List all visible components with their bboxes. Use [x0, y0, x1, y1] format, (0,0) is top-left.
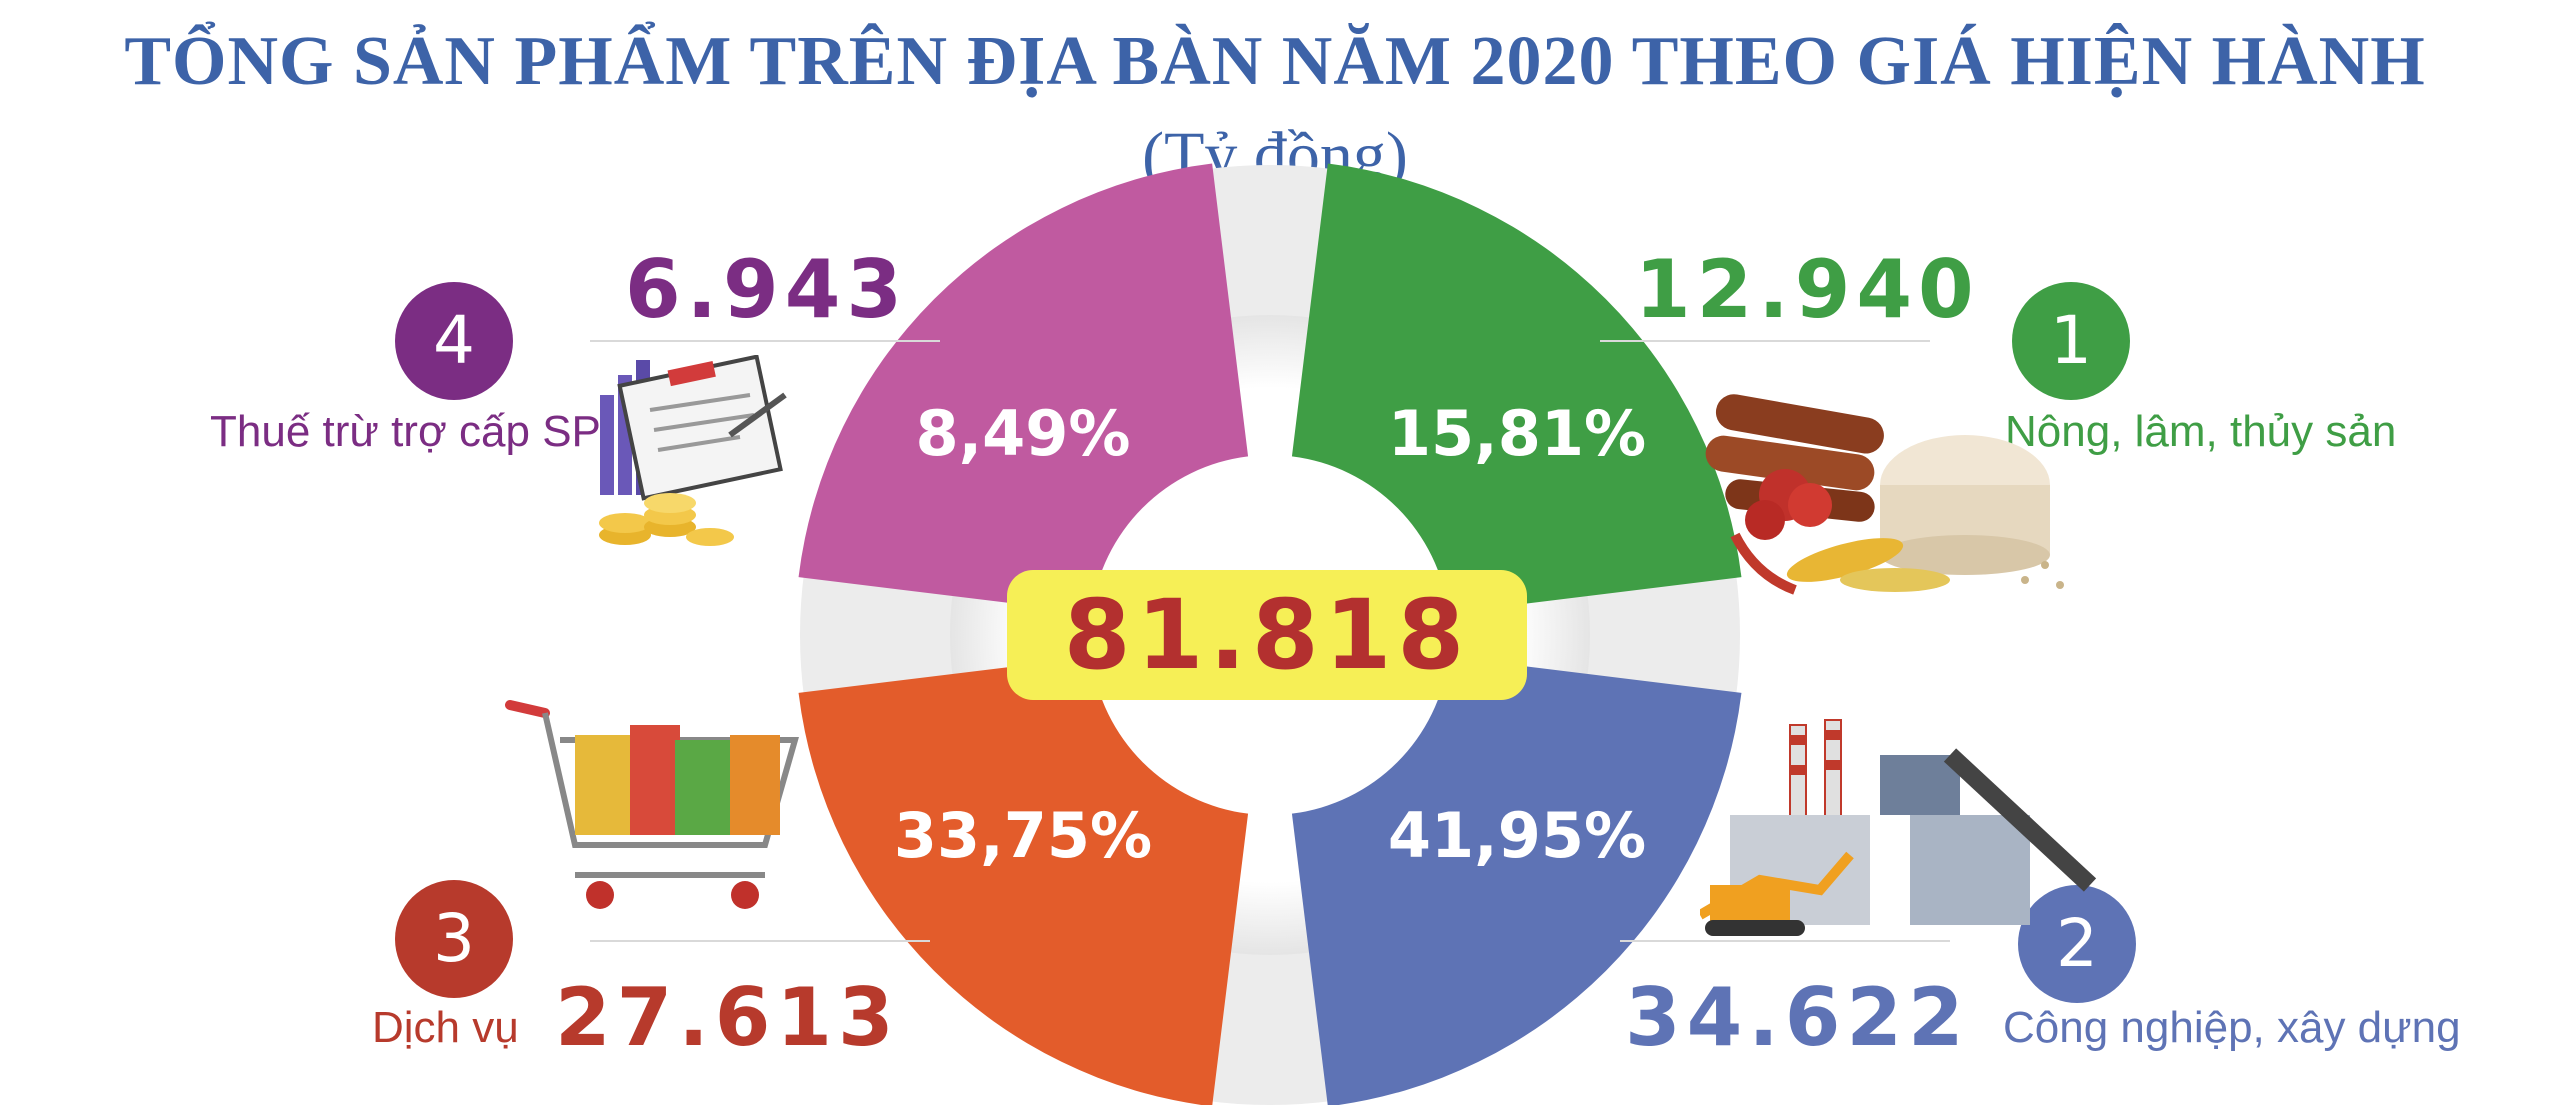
chart-title: TỔNG SẢN PHẨM TRÊN ĐỊA BÀN NĂM 2020 THEO… — [124, 23, 2426, 100]
percent-label-4: 8,49% — [915, 397, 1130, 470]
divider-industry — [1620, 940, 1950, 942]
value-tax-subsidy: 6.943 — [625, 243, 909, 336]
divider-agriculture — [1600, 340, 1930, 342]
ring-segment-2 — [1291, 656, 1742, 1105]
tax-document-illustration — [599, 355, 787, 546]
number-badge-2: 2 — [2018, 885, 2136, 1003]
value-services: 27.613 — [555, 971, 900, 1064]
label-tax-subsidy: Thuế trừ trợ cấp SP — [210, 407, 601, 456]
agriculture-illustration — [1705, 394, 2064, 595]
ring-segment-3 — [798, 656, 1249, 1105]
label-industry: Công nghiệp, xây dựng — [2003, 1003, 2461, 1052]
value-industry: 34.622 — [1625, 971, 1970, 1064]
ring-base — [800, 165, 1740, 1105]
ring-segment-4 — [798, 163, 1249, 614]
industry-illustration — [1700, 719, 2097, 936]
percent-label-3: 33,75% — [894, 799, 1152, 872]
value-agriculture: 12.940 — [1635, 243, 1980, 336]
percent-labels: 15,81% 41,95% 33,75% 8,49% — [894, 397, 1646, 872]
label-agriculture: Nông, lâm, thủy sản — [2005, 407, 2397, 456]
number-badge-1: 1 — [2012, 282, 2130, 400]
number-badge-3: 3 — [395, 880, 513, 998]
number-badge-4: 4 — [395, 282, 513, 400]
divider-services — [590, 940, 930, 942]
ring-segment-1 — [1291, 163, 1742, 614]
label-services: Dịch vụ — [372, 1003, 519, 1052]
ring-segments — [798, 163, 1742, 1105]
divider-tax — [590, 340, 940, 342]
percent-label-2: 41,95% — [1388, 799, 1646, 872]
percent-label-1: 15,81% — [1388, 397, 1646, 470]
shopping-cart-illustration — [505, 700, 799, 909]
total-value: 81.818 — [1007, 570, 1527, 700]
